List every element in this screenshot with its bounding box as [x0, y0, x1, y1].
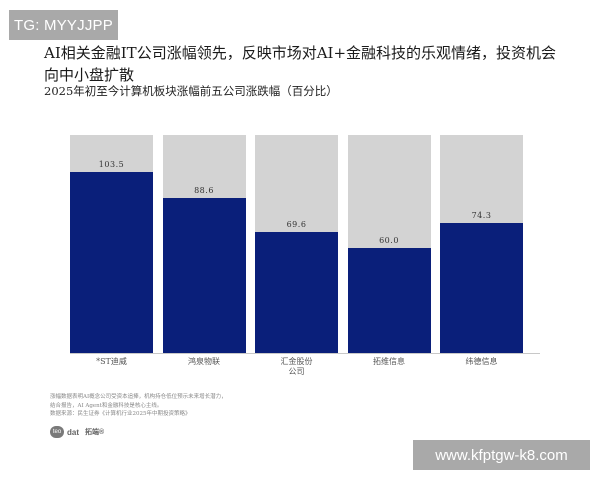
category-label: *ST迪威 [70, 357, 153, 367]
bar-value-label: 103.5 [98, 160, 125, 169]
bar-fill [162, 198, 246, 353]
footnote-line: 数据来源：民生证券《计算机行业2025年中期投资策略》 [50, 411, 191, 417]
bar-value-label: 69.6 [286, 220, 307, 229]
bar-3: 60.0 [347, 135, 431, 353]
footnote-line: 涨幅数据表明AI概念公司受资本追捧，机构持仓低位预示未来增长潜力， [50, 394, 227, 400]
logo-mark-icon: teo [50, 426, 64, 438]
bar-chart: 103.5 *ST迪威 88.6 鸿泉物联 69.6 汇金股份 公司 60.0 拓维信息 74.3… [70, 135, 523, 377]
bar-value-label: 74.3 [471, 211, 492, 220]
chart-subtitle: 2025年初至今计算机板块涨幅前五公司涨跌幅（百分比） [44, 84, 338, 98]
watermark-bottom: www.kfptgw-k8.com [413, 440, 590, 470]
category-label: 纬德信息 [440, 357, 523, 367]
bar-fill [255, 232, 338, 353]
tecdat-logo: teo dat 拓端® [50, 426, 104, 438]
bar-fill [347, 248, 431, 353]
footnote-line: 结合报告，AI Agent和金融科技是核心主线。 [50, 402, 163, 409]
category-label-line: 拓维信息 [373, 357, 405, 366]
category-label-line: 公司 [288, 367, 305, 376]
bar-4: 74.3 [440, 135, 523, 353]
category-label: 鸿泉物联 [163, 357, 246, 367]
chart-title: AI相关金融IT公司涨幅领先，反映市场对AI+金融科技的乐观情绪，投资机会向中小… [44, 44, 557, 84]
category-label-line: 汇金股份 [280, 357, 313, 366]
bar-fill [440, 223, 523, 353]
watermark-top: TG: MYYJJPP [9, 10, 118, 40]
bar-value-label: 60.0 [379, 236, 399, 245]
category-label-line: 鸿泉物联 [188, 357, 220, 366]
category-label: 汇金股份 公司 [255, 357, 338, 377]
bar-0: 103.5 [70, 135, 153, 353]
bar-fill [70, 172, 153, 353]
footnote: 涨幅数据表明AI概念公司受资本追捧，机构持仓低位预示未来增长潜力， 结合报告，A… [50, 393, 350, 419]
category-label-line: *ST迪威 [96, 357, 127, 366]
bar-value-label: 88.6 [194, 186, 214, 195]
logo-text: dat [67, 427, 79, 437]
logo-cn: 拓端® [85, 429, 105, 436]
bar-1: 88.6 [162, 135, 246, 353]
x-axis-baseline [70, 353, 540, 354]
category-label: 拓维信息 [348, 357, 431, 367]
category-label-line: 纬德信息 [465, 357, 498, 366]
bar-2: 69.6 [255, 135, 338, 353]
